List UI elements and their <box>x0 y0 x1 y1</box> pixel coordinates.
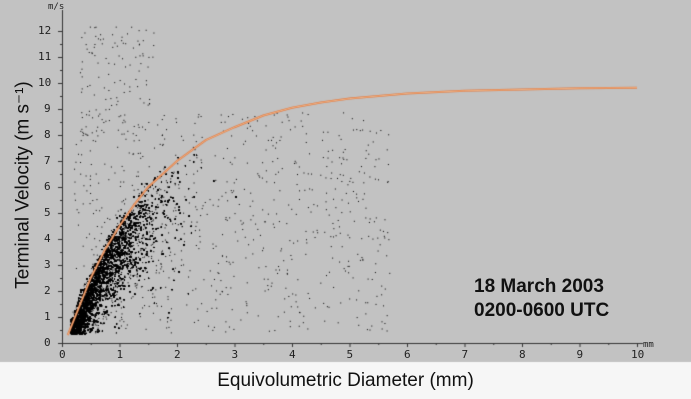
y-axis-unit: m/s <box>48 2 65 12</box>
x-tick-label: 2 <box>174 348 181 361</box>
x-tick-label: 3 <box>231 348 239 361</box>
y-tick-label: 7 <box>44 154 51 167</box>
x-tick-label: 4 <box>289 348 296 361</box>
y-tick-label: 1 <box>44 310 51 323</box>
y-tick-label: 2 <box>44 284 51 297</box>
chart-annotation: 18 March 2003 0200-0600 UTC <box>474 275 609 323</box>
y-tick-label: 5 <box>44 206 51 219</box>
y-tick-label: 9 <box>44 102 51 115</box>
y-tick-label: 12 <box>38 24 52 37</box>
y-tick-label: 3 <box>44 258 51 271</box>
x-tick-label: 0 <box>59 348 66 361</box>
x-tick-label: 8 <box>519 348 526 361</box>
y-tick-label: 8 <box>44 128 51 141</box>
x-axis-unit: mm <box>643 340 654 350</box>
x-tick-label: 10 <box>631 348 645 361</box>
annotation-date: 18 March 2003 <box>474 276 604 297</box>
y-tick-label: 10 <box>38 76 52 89</box>
x-tick-label: 7 <box>461 348 469 361</box>
y-tick-label: 6 <box>44 180 51 193</box>
y-tick-label: 11 <box>38 50 52 63</box>
y-tick-label: 4 <box>44 232 51 245</box>
y-tick-label: 0 <box>44 336 51 349</box>
x-tick-label: 1 <box>116 348 124 361</box>
y-axis-label-container: Terminal Velocity (m s⁻¹) <box>8 40 38 330</box>
y-axis-label: Terminal Velocity (m s⁻¹) <box>12 81 34 289</box>
x-tick-label: 9 <box>576 348 584 361</box>
x-tick-label: 6 <box>404 348 411 361</box>
x-axis-label: Equivolumetric Diameter (mm) <box>217 370 474 391</box>
annotation-time: 0200-0600 UTC <box>474 300 610 321</box>
x-tick-label: 5 <box>346 348 354 361</box>
